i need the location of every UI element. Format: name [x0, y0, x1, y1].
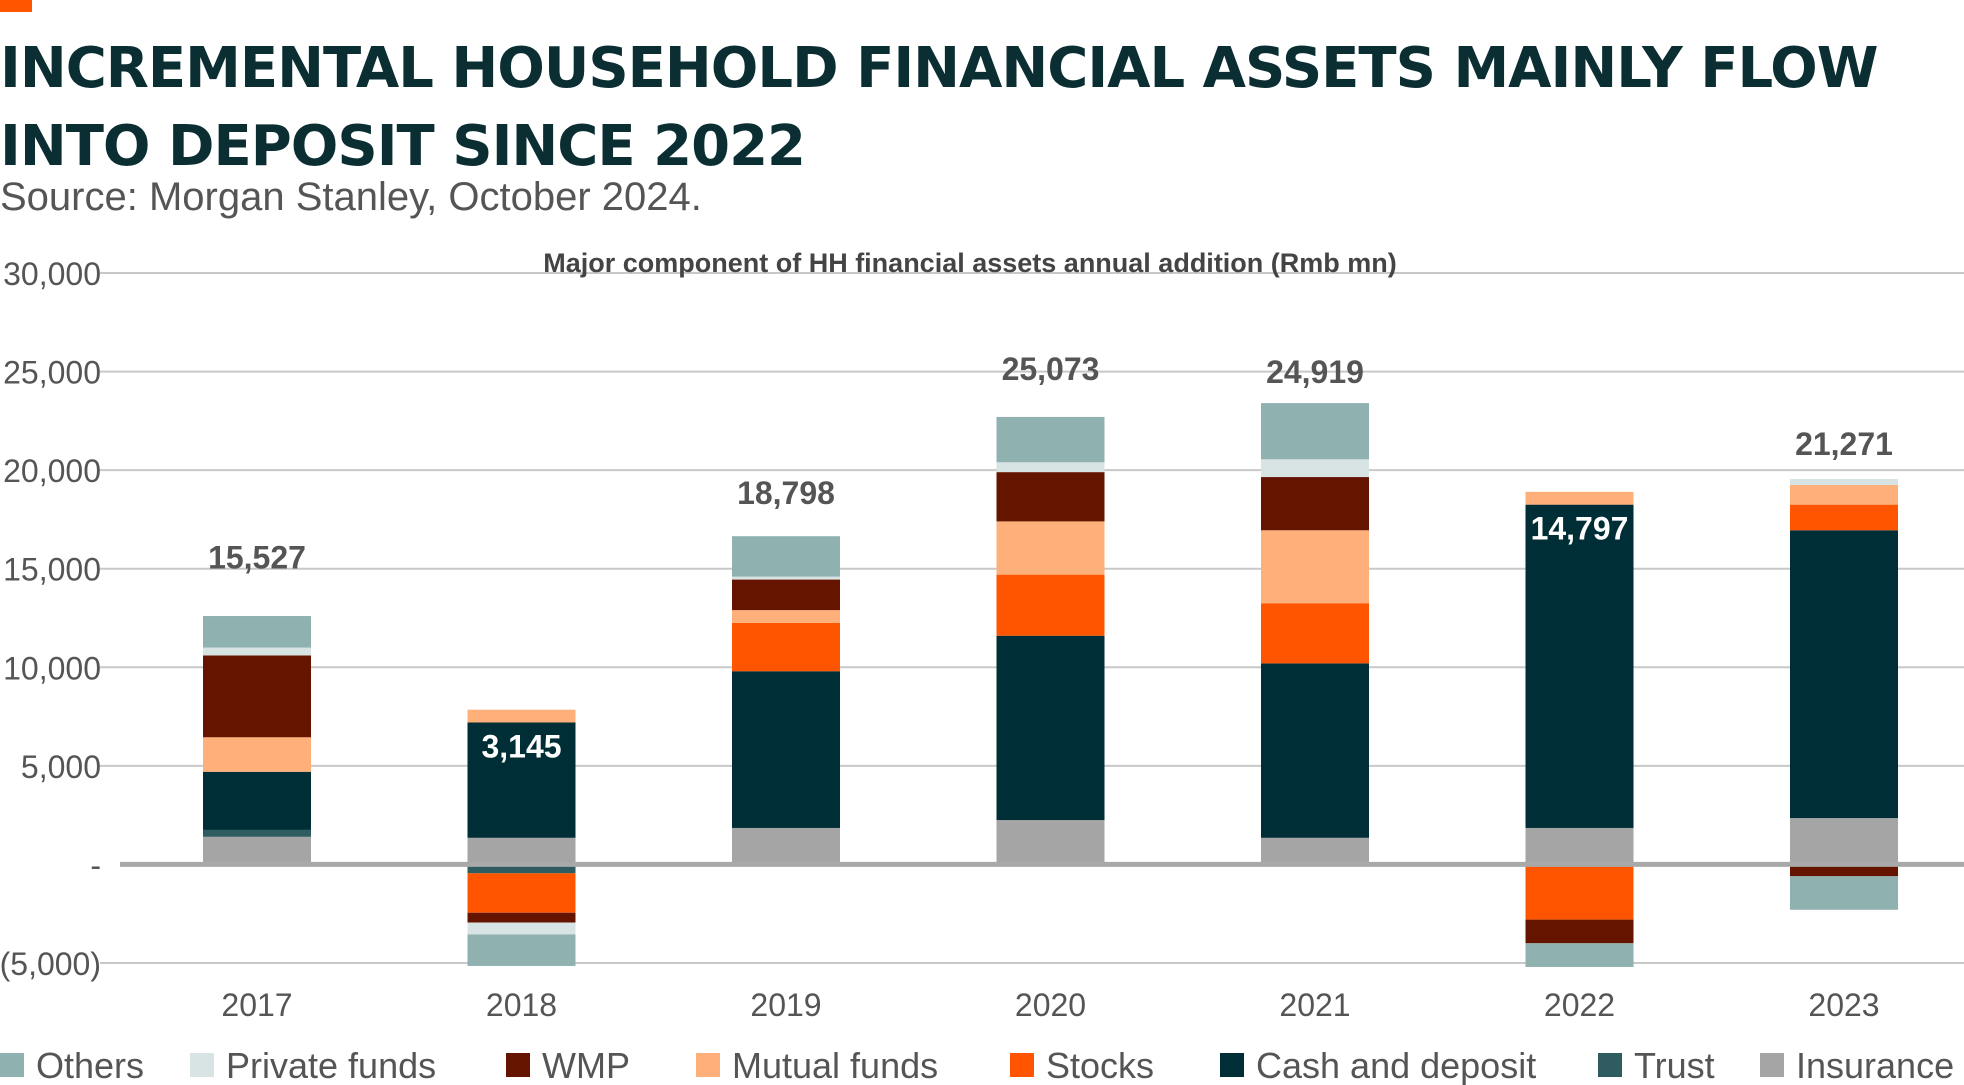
x-tick-label: 2020: [1015, 987, 1086, 1023]
legend-label-stocks: Stocks: [1046, 1045, 1154, 1085]
segment-label-2022: 14,797: [1531, 511, 1629, 547]
bar-mutual-funds-2020: [996, 521, 1105, 575]
y-tick-label: 20,000: [3, 453, 101, 489]
bar-mutual-funds-2019: [732, 610, 840, 623]
legend-swatch-cash-and-deposit: [1220, 1053, 1244, 1077]
total-label-2020: 25,073: [1002, 351, 1100, 387]
chart-title: Major component of HH financial assets a…: [543, 248, 1397, 278]
bar-trust-2018: [467, 864, 576, 874]
y-tick-label: 30,000: [3, 256, 101, 292]
total-label-2019: 18,798: [737, 475, 835, 511]
bar-others-2023: [1790, 876, 1898, 910]
bar-insurance-2020: [996, 820, 1105, 865]
bar-insurance-2018: [467, 837, 576, 865]
bar-wmp-2018: [467, 912, 576, 923]
bar-private-funds-2021: [1261, 459, 1369, 478]
x-tick-label: 2021: [1279, 987, 1350, 1023]
bar-stocks-2019: [732, 622, 840, 672]
legend-swatch-insurance: [1760, 1053, 1784, 1077]
bar-wmp-2022: [1525, 919, 1634, 944]
bar-mutual-funds-2017: [203, 737, 311, 772]
x-tick-label: 2017: [221, 987, 292, 1023]
bar-insurance-2017: [203, 836, 311, 865]
legend-swatch-others: [0, 1053, 24, 1077]
bar-wmp-2017: [203, 655, 311, 738]
total-label-2023: 21,271: [1795, 426, 1893, 462]
bar-cash-and-deposit-2023: [1790, 530, 1898, 819]
bar-mutual-funds-2023: [1790, 484, 1898, 505]
bar-private-funds-2017: [203, 647, 311, 656]
bar-private-funds-2019: [732, 576, 840, 580]
bar-private-funds-2020: [996, 462, 1105, 473]
bar-insurance-2019: [732, 827, 840, 865]
bar-stocks-2021: [1261, 603, 1369, 664]
bar-stocks-2018: [467, 873, 576, 913]
y-tick-label: 5,000: [21, 749, 101, 785]
legend-label-mutual-funds: Mutual funds: [732, 1045, 938, 1085]
bar-wmp-2023: [1790, 864, 1898, 877]
bar-others-2019: [732, 536, 840, 577]
x-tick-label: 2018: [486, 987, 557, 1023]
legend-swatch-wmp: [506, 1053, 530, 1077]
source-note: Source: Morgan Stanley, October 2024.: [0, 175, 702, 219]
bar-private-funds-2023: [1790, 479, 1898, 485]
bar-others-2022: [1525, 943, 1634, 967]
legend-swatch-trust: [1598, 1053, 1622, 1077]
bar-stocks-2022: [1525, 864, 1634, 920]
legend-swatch-private-funds: [190, 1053, 214, 1077]
bar-insurance-2023: [1790, 818, 1898, 865]
x-tick-label: 2023: [1808, 987, 1879, 1023]
page-title: INCREMENTAL HOUSEHOLD FINANCIAL ASSETS M…: [0, 36, 1879, 179]
segment-label-2018: 3,145: [481, 728, 561, 764]
legend-label-trust: Trust: [1634, 1045, 1715, 1085]
bar-others-2018: [467, 934, 576, 966]
bar-others-2020: [996, 416, 1105, 463]
y-tick-label: -: [90, 847, 101, 883]
x-tick-label: 2022: [1544, 987, 1615, 1023]
legend-label-private-funds: Private funds: [226, 1045, 436, 1085]
bar-trust-2017: [203, 829, 311, 837]
bar-stocks-2020: [996, 574, 1105, 636]
legend-label-others: Others: [36, 1045, 144, 1085]
bar-wmp-2021: [1261, 477, 1369, 531]
legend-label-insurance: Insurance: [1796, 1045, 1954, 1085]
bar-mutual-funds-2021: [1261, 530, 1369, 604]
legend-label-cash-and-deposit: Cash and deposit: [1256, 1045, 1536, 1085]
bar-insurance-2022: [1525, 827, 1634, 865]
bar-others-2021: [1261, 403, 1369, 460]
bar-cash-and-deposit-2020: [996, 635, 1105, 821]
y-tick-label: 10,000: [3, 650, 101, 686]
bar-mutual-funds-2018: [467, 709, 576, 723]
bar-cash-and-deposit-2022: [1525, 504, 1634, 828]
total-label-2021: 24,919: [1266, 354, 1364, 390]
accent-bar: [0, 0, 32, 12]
bar-mutual-funds-2022: [1525, 491, 1634, 505]
stacked-bar-chart: 30,000 25,000 20,000 15,000 10,000 5,000 - (5,0…: [0, 248, 1964, 1085]
bar-cash-and-deposit-2017: [203, 771, 311, 830]
y-tick-label: 15,000: [3, 552, 101, 588]
bar-wmp-2019: [732, 579, 840, 611]
bar-wmp-2020: [996, 472, 1105, 522]
legend-label-wmp: WMP: [542, 1045, 630, 1085]
legend-swatch-stocks: [1010, 1053, 1034, 1077]
y-tick-label: 25,000: [3, 355, 101, 391]
bar-cash-and-deposit-2019: [732, 671, 840, 828]
bar-others-2017: [203, 616, 311, 648]
bar-private-funds-2018: [467, 922, 576, 935]
legend-swatch-mutual-funds: [696, 1053, 720, 1077]
bar-stocks-2023: [1790, 504, 1898, 531]
y-tick-label: (5,000): [0, 946, 101, 982]
bar-insurance-2021: [1261, 837, 1369, 865]
bar-cash-and-deposit-2021: [1261, 663, 1369, 838]
total-label-2017: 15,527: [208, 539, 306, 575]
bar-cash-and-deposit-2018: [467, 722, 576, 838]
x-tick-label: 2019: [750, 987, 821, 1023]
